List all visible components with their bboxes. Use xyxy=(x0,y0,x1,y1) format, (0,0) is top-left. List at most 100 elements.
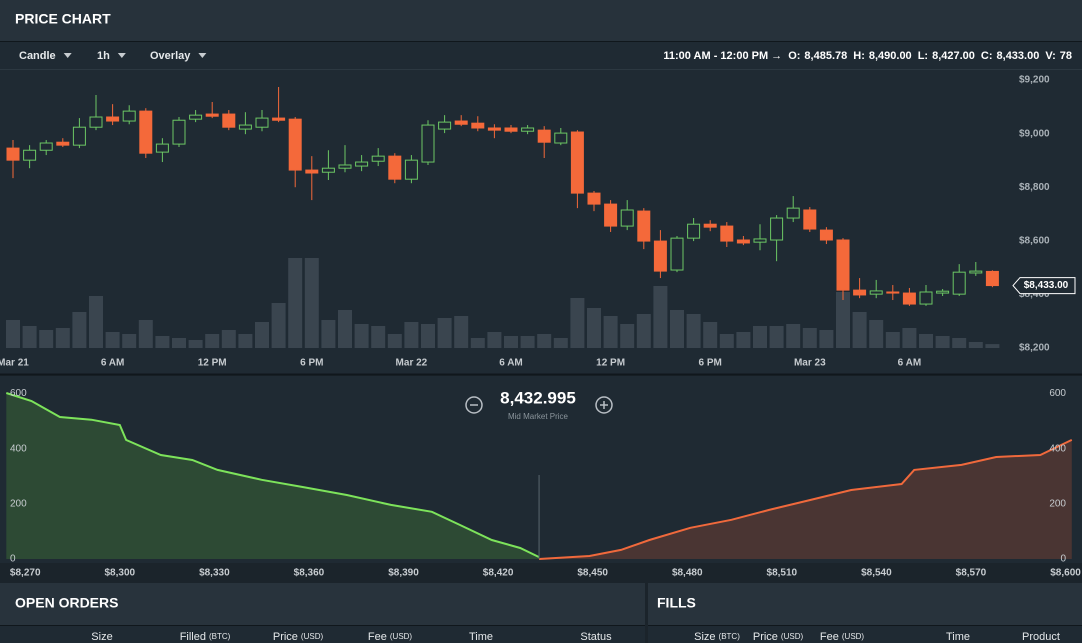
candle-body xyxy=(504,127,518,132)
toolbar xyxy=(0,42,1082,69)
volume-bar xyxy=(470,338,485,348)
y-tick-label: $8,200 xyxy=(1019,343,1050,354)
toolbar-menu[interactable]: Candle xyxy=(19,50,56,62)
column-header[interactable]: Fee (USD) xyxy=(820,631,865,643)
candle-body xyxy=(736,239,750,244)
candle-body xyxy=(720,225,734,242)
volume-bar xyxy=(802,328,817,348)
volume-bar xyxy=(919,334,933,348)
volume-bar xyxy=(437,318,452,348)
candle-body xyxy=(471,122,485,129)
volume-bar xyxy=(39,330,54,348)
column-header[interactable]: Time xyxy=(469,631,493,643)
candle-body xyxy=(155,143,169,153)
candle-body xyxy=(288,118,302,171)
ohlc-key: V: xyxy=(1045,50,1055,62)
header-bar xyxy=(0,0,1082,41)
volume-bar xyxy=(570,298,585,348)
column-header[interactable]: Size xyxy=(91,631,112,643)
y-tick-label: 200 xyxy=(1049,498,1066,509)
zoom-out-button[interactable] xyxy=(465,396,483,414)
x-tick-label: 6 AM xyxy=(101,358,125,369)
ohlc-value: 8,427.00 xyxy=(932,50,975,62)
volume-bar xyxy=(122,334,137,348)
volume-bar xyxy=(670,310,684,348)
y-tick-label: 600 xyxy=(1049,388,1066,399)
ohlc-key: C: xyxy=(981,50,993,62)
candle-body xyxy=(985,270,999,287)
column-label: Price xyxy=(753,631,778,643)
volume-bar xyxy=(786,324,801,348)
candle-body xyxy=(89,116,103,128)
column-header[interactable]: Price (USD) xyxy=(273,631,324,643)
candle-body xyxy=(786,207,800,219)
y-tick-label: $8,800 xyxy=(1019,182,1050,193)
candle-body xyxy=(487,127,501,131)
volume-bar xyxy=(354,324,369,348)
column-unit: (USD) xyxy=(390,632,413,641)
volume-bar xyxy=(22,326,37,348)
column-label: Price xyxy=(273,631,298,643)
toolbar-menu[interactable]: 1h xyxy=(97,50,110,62)
dropdown-arrow xyxy=(198,53,207,58)
depth-line xyxy=(539,438,1073,560)
y-tick-label: 600 xyxy=(10,388,27,399)
volume-bar xyxy=(205,334,220,348)
volume-bar xyxy=(985,344,1000,348)
x-tick-label: 12 PM xyxy=(596,358,625,369)
column-label: Time xyxy=(469,631,493,643)
x-tick-label: $8,330 xyxy=(199,568,230,579)
column-label: Time xyxy=(946,631,970,643)
candle-body xyxy=(139,110,153,154)
column-header[interactable]: Price (USD) xyxy=(753,631,804,643)
y-tick-label: 400 xyxy=(10,443,27,454)
column-header[interactable]: Fee (USD) xyxy=(368,631,413,643)
column-header[interactable]: Time xyxy=(946,631,970,643)
volume-bar xyxy=(902,328,917,348)
column-label: Fee xyxy=(368,631,387,643)
candle-body xyxy=(388,155,402,180)
candle-body xyxy=(703,223,717,228)
column-header[interactable]: Filled (BTC) xyxy=(180,631,231,643)
ohlc-key: H: xyxy=(853,50,865,62)
price-chart-area xyxy=(0,70,1082,374)
candle-body xyxy=(853,289,867,296)
volume-bar xyxy=(736,332,751,348)
x-tick-label: Mar 21 xyxy=(0,358,29,369)
volume-bar xyxy=(387,334,402,348)
volume-bar xyxy=(454,316,469,348)
column-label: Status xyxy=(580,631,612,643)
x-tick-label: $8,300 xyxy=(104,568,135,579)
column-header[interactable]: Product xyxy=(1022,631,1060,643)
depth-fill xyxy=(539,439,1072,559)
candle-body xyxy=(952,271,966,295)
candle-body xyxy=(836,239,850,291)
price-tag xyxy=(1012,277,1076,295)
volume-bar xyxy=(72,312,87,348)
column-headers: Size Filled (BTC) Price (USD) Fee (USD) Time Sta… xyxy=(91,631,1060,643)
zoom-in-button[interactable] xyxy=(595,396,613,414)
column-unit: (BTC) xyxy=(719,632,741,641)
volume-bar xyxy=(271,303,286,348)
column-header[interactable]: Size (BTC) xyxy=(694,631,740,643)
candle-body xyxy=(637,210,651,242)
x-tick-label: 6 AM xyxy=(499,358,523,369)
candle-body xyxy=(371,155,385,162)
open-orders-header xyxy=(0,583,645,625)
x-tick-label: $8,450 xyxy=(577,568,608,579)
y-tick-label: $9,200 xyxy=(1019,75,1050,86)
volume-bar xyxy=(105,332,120,348)
volume-bar xyxy=(138,320,153,348)
candle-body xyxy=(238,124,252,130)
volume-bar xyxy=(952,338,967,348)
column-unit: (USD) xyxy=(842,632,865,641)
volume-bar xyxy=(89,296,103,348)
toolbar-menus: Candle 1h Overlay xyxy=(19,50,207,62)
volume-bar xyxy=(288,258,303,348)
candle-body xyxy=(902,292,916,305)
y-tick-label: 0 xyxy=(10,554,16,565)
y-tick-label: 200 xyxy=(10,498,27,509)
column-header[interactable]: Status xyxy=(580,631,612,643)
y-tick-label: $8,400 xyxy=(1019,289,1050,300)
toolbar-menu[interactable]: Overlay xyxy=(150,50,191,62)
